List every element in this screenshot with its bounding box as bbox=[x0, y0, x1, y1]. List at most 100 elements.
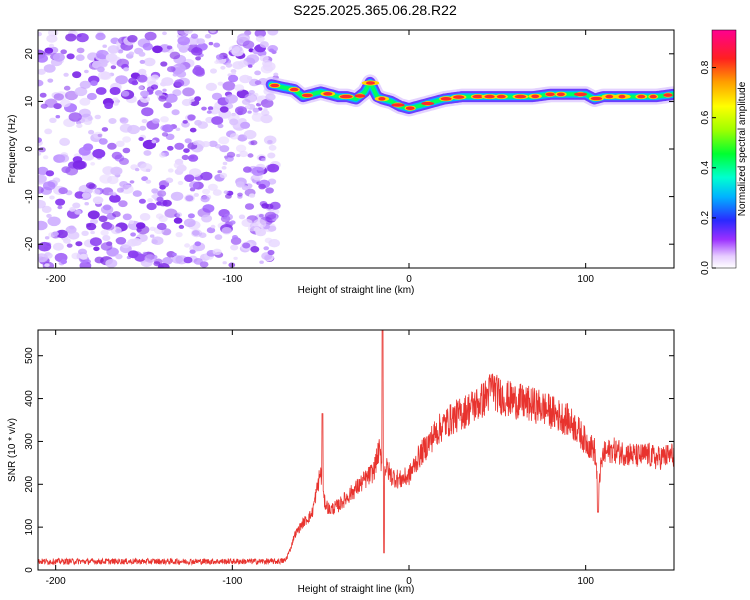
spectrogram-noise-cell bbox=[151, 139, 157, 144]
spectrogram-noise-cell bbox=[75, 241, 83, 247]
spectrogram-noise-cell bbox=[81, 192, 91, 199]
spectrogram-noise-cell bbox=[265, 203, 274, 210]
spectrogram-noise-cell bbox=[188, 154, 199, 162]
spectrogram-noise-cell bbox=[233, 256, 238, 260]
spectrogram-noise-cell bbox=[44, 263, 50, 267]
spectrogram-noise-cell bbox=[107, 45, 120, 54]
spectrogram-peak-cell bbox=[637, 94, 646, 99]
spectrogram-noise-cell bbox=[243, 166, 252, 173]
spectrogram-noise-cell bbox=[147, 198, 154, 203]
snr-x-title: Height of straight line (km) bbox=[298, 584, 415, 595]
spectrogram-noise-cell bbox=[260, 98, 274, 108]
spectrogram-noise-cell bbox=[127, 35, 138, 43]
spectrogram-noise-cell bbox=[207, 183, 218, 191]
spectrogram-noise-cell bbox=[189, 249, 196, 254]
spectrogram-noise-cell bbox=[223, 213, 233, 221]
spectrogram-noise-cell bbox=[121, 90, 130, 97]
spectrogram-noise-cell bbox=[143, 57, 156, 67]
spectrogram-noise-cell bbox=[211, 92, 223, 101]
spectrogram-noise-cell bbox=[164, 208, 178, 218]
spectrogram-noise-cell bbox=[230, 244, 239, 251]
spectrogram-noise-cell bbox=[104, 223, 115, 231]
spectrogram-noise-cell bbox=[161, 132, 169, 137]
spectrogram-noise-cell bbox=[196, 38, 205, 45]
spectrogram-noise-cell bbox=[177, 180, 184, 186]
spectrogram-noise-cell bbox=[87, 210, 100, 220]
spectrogram-noise-cell bbox=[239, 150, 249, 158]
spectrogram-noise-cell bbox=[146, 202, 157, 211]
spectrogram-x-tick-label: -200 bbox=[46, 274, 66, 285]
spectrogram-noise-cell bbox=[176, 164, 187, 172]
spectrogram-noise-cell bbox=[209, 30, 217, 33]
spectrogram-noise-cell bbox=[217, 123, 224, 129]
spectrogram-noise-cell bbox=[152, 118, 160, 124]
colorbar-ticks: 0.0 0.2 0.4 0.6 0.8 bbox=[700, 60, 716, 275]
spectrogram-noise-cell bbox=[74, 209, 82, 215]
spectrogram-noise-cell bbox=[211, 116, 224, 125]
spectrogram-noise-cell bbox=[254, 80, 262, 86]
spectrogram-noise-cell bbox=[67, 231, 80, 240]
spectrogram-noise-cell bbox=[265, 187, 274, 194]
spectrogram-noise-cell bbox=[44, 128, 53, 135]
spectrogram-noise-cell bbox=[139, 213, 151, 221]
spectrogram-noise-cell bbox=[52, 231, 59, 236]
spectrogram-noise-cell bbox=[191, 47, 203, 56]
spectrogram-peak-cell bbox=[301, 93, 313, 98]
spectrogram-noise-cell bbox=[167, 145, 174, 151]
spectrogram-noise-cell bbox=[162, 199, 172, 207]
spectrogram-noise-cell bbox=[145, 179, 152, 184]
spectrogram-noise-cell bbox=[93, 246, 100, 252]
spectrogram-noise-cell bbox=[115, 253, 123, 260]
spectrogram-noise-cell bbox=[264, 237, 273, 244]
spectrogram-peak-cell bbox=[405, 106, 415, 110]
spectrogram-noise-cell bbox=[254, 30, 266, 38]
spectrogram-noise-cell bbox=[132, 190, 142, 197]
spectrogram-noise-cell bbox=[57, 205, 63, 210]
spectrogram-noise-cell bbox=[210, 68, 217, 74]
spectrogram-noise-cell bbox=[215, 54, 224, 60]
spectrogram-noise-cell bbox=[243, 129, 257, 140]
spectrogram-noise-cell bbox=[241, 219, 253, 227]
spectrogram-noise-cell bbox=[115, 140, 125, 147]
spectrogram-y-tick-label: -10 bbox=[24, 189, 35, 204]
spectrogram-noise-cell bbox=[143, 92, 148, 96]
spectrogram-noise-cell bbox=[142, 42, 153, 51]
spectrogram-noise-cell bbox=[192, 230, 200, 236]
spectrogram-noise-cell bbox=[158, 95, 167, 102]
snr-x-tick-label: 0 bbox=[406, 576, 412, 587]
spectrogram-noise-cell bbox=[149, 226, 156, 231]
spectrogram-noise-cell bbox=[74, 191, 85, 199]
spectrogram-noise-cell bbox=[184, 138, 192, 144]
spectrogram-noise-cell bbox=[79, 80, 91, 89]
spectrogram-noise-cell bbox=[220, 65, 226, 70]
spectrogram-noise-cell bbox=[92, 148, 106, 159]
spectrogram-noise-cell bbox=[63, 72, 69, 77]
spectrogram-noise-cell bbox=[174, 158, 184, 165]
spectrogram-noise-cell bbox=[222, 81, 236, 91]
spectrogram-noise-cell bbox=[219, 106, 229, 113]
spectrogram-noise-cell bbox=[226, 151, 236, 158]
snr-x-tick-label: 100 bbox=[577, 576, 594, 587]
spectrogram-noise-cell bbox=[164, 152, 170, 156]
spectrogram-noise-cell bbox=[138, 51, 146, 57]
spectrogram-noise-cell bbox=[260, 64, 273, 74]
spectrogram-noise-cell bbox=[198, 232, 207, 238]
spectrogram-noise-cell bbox=[251, 166, 265, 176]
spectrogram-noise-cell bbox=[156, 201, 162, 206]
spectrogram-noise-cell bbox=[151, 194, 156, 199]
spectrogram-noise-cell bbox=[225, 193, 232, 199]
spectrogram-noise-cell bbox=[235, 144, 247, 153]
spectrogram-noise-cell bbox=[259, 55, 269, 62]
spectrogram-noise-cell bbox=[72, 71, 82, 79]
spectrogram-noise-cell bbox=[71, 252, 81, 260]
spectrogram-noise-cell bbox=[110, 65, 117, 70]
spectrogram-noise-cell bbox=[178, 224, 185, 229]
spectrogram-noise-cell bbox=[160, 116, 169, 123]
spectrogram-noise-cell bbox=[193, 141, 199, 146]
spectrogram-noise-cell bbox=[157, 190, 167, 197]
spectrogram-noise-cell bbox=[44, 236, 50, 240]
snr-y-tick-label: 200 bbox=[24, 476, 35, 493]
spectrogram-noise-cell bbox=[201, 141, 211, 148]
spectrogram-noise-cell bbox=[162, 88, 167, 92]
